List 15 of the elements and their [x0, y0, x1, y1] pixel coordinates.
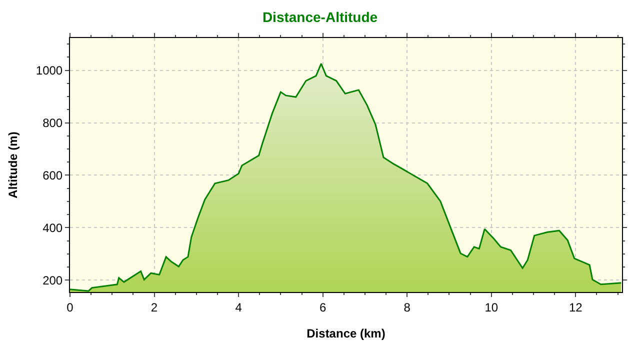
x-axis-title: Distance (km): [306, 326, 386, 340]
y-tick-label: 200: [42, 273, 63, 288]
x-tick-label: 8: [404, 300, 411, 314]
y-tick-label: 600: [42, 168, 63, 182]
y-tick-label: 800: [42, 116, 63, 130]
x-tick-label: 2: [150, 300, 158, 314]
y-tick-label: 400: [42, 220, 63, 235]
y-axis-title: Altitude (m): [6, 132, 20, 198]
x-tick-label: 10: [484, 300, 498, 314]
x-tick-label: 0: [66, 300, 74, 314]
y-tick-label: 1000: [36, 63, 63, 78]
x-tick-label: 4: [235, 300, 242, 314]
x-tick-label: 12: [568, 300, 583, 314]
chart-title: Distance-Altitude: [262, 9, 378, 26]
x-tick-label: 6: [319, 300, 326, 314]
